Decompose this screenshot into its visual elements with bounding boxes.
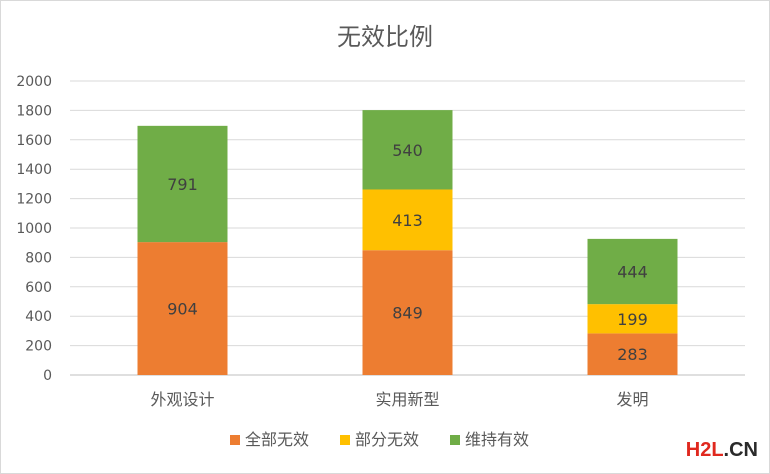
- data-label: 849: [392, 304, 423, 323]
- y-tick-label: 2000: [16, 74, 52, 90]
- y-tick-label: 400: [25, 309, 52, 325]
- y-tick-label: 1800: [16, 103, 52, 119]
- site-watermark: H2L.CN: [686, 439, 758, 462]
- legend-label: 部分无效: [355, 430, 419, 449]
- y-tick-label: 1600: [16, 133, 52, 149]
- data-label: 791: [167, 175, 198, 194]
- y-tick-label: 0: [43, 368, 52, 384]
- x-tick-label: 外观设计: [150, 390, 214, 409]
- bar-segment: [587, 238, 678, 305]
- y-tick-label: 600: [25, 280, 52, 296]
- data-label: 413: [392, 211, 423, 230]
- x-tick-label: 发明: [616, 390, 648, 409]
- x-tick-label: 实用新型: [375, 390, 439, 409]
- legend-label: 维持有效: [465, 430, 529, 449]
- watermark-part1: H2L: [685, 439, 724, 461]
- data-label: 444: [617, 263, 648, 282]
- bar-segment: [587, 304, 678, 334]
- watermark-part2: .CN: [723, 439, 758, 461]
- legend-swatch: [230, 435, 240, 445]
- bar-segment: [137, 242, 228, 375]
- chart-title: 无效比例: [337, 23, 433, 51]
- bar-segment: [362, 250, 453, 375]
- legend-label: 全部无效: [245, 430, 309, 449]
- y-tick-label: 800: [25, 250, 52, 266]
- data-label: 283: [617, 345, 648, 364]
- data-label: 199: [617, 310, 648, 329]
- y-tick-label: 1400: [16, 162, 52, 178]
- legend-swatch: [340, 435, 350, 445]
- bar-segment: [587, 333, 678, 375]
- data-label: 904: [167, 300, 198, 319]
- y-tick-label: 200: [25, 339, 52, 355]
- legend-swatch: [450, 435, 460, 445]
- y-tick-label: 1200: [16, 192, 52, 208]
- bar-segment: [362, 189, 453, 251]
- bar-segment: [137, 125, 228, 243]
- bar-segment: [362, 110, 453, 190]
- y-tick-label: 1000: [16, 221, 52, 237]
- data-label: 540: [392, 141, 423, 160]
